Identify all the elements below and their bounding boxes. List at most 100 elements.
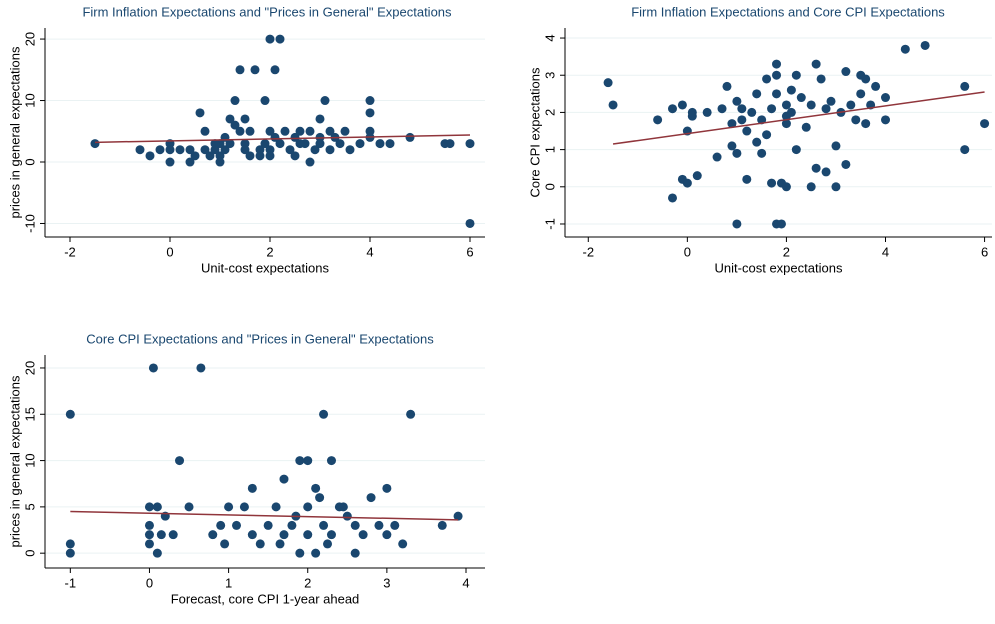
scatter-point [762,130,772,140]
scatter-point [135,145,145,155]
y-tick-label: 15 [22,407,37,421]
scatter-point [702,107,712,117]
scatter-point [667,193,677,203]
scatter-point [772,89,782,99]
scatter-point [465,218,475,228]
scatter-point [831,182,841,192]
scatter-point [145,151,155,161]
scatter-point [250,65,260,75]
scatter-point [608,100,618,110]
scatter-point [320,96,330,106]
scatter-point [342,511,352,521]
scatter-point [382,483,392,493]
scatter-point [355,139,365,149]
x-tick-label: -2 [583,244,595,259]
chart-title: Firm Inflation Expectations and Core CPI… [631,4,945,19]
scatter-point [279,530,289,540]
scatter-point [196,363,206,373]
y-tick-label: 20 [22,361,37,375]
scatter-point [185,157,195,167]
scatter-point [821,104,831,114]
scatter-point [603,78,613,88]
y-tick-label: 10 [22,453,37,467]
scatter-point [195,108,205,118]
scatter-point [232,520,242,530]
scatter-point [786,107,796,117]
scatter-point [245,151,255,161]
scatter-point [152,548,162,558]
scatter-point [747,107,757,117]
scatter-point [185,145,195,155]
fit-line [612,91,985,145]
x-tick-label: 6 [466,244,473,259]
scatter-point [275,539,285,549]
scatter-point [285,145,295,155]
scatter-point [325,145,335,155]
scatter-point [175,145,185,155]
x-axis-label: Forecast, core CPI 1-year ahead [171,591,360,606]
scatter-point [315,139,325,149]
scatter-point [350,548,360,558]
scatter-point [311,483,321,493]
fit-line [94,134,471,144]
y-axis-label: prices in general expectations [7,46,22,218]
scatter-point [144,502,154,512]
y-axis-label: prices in general expectations [7,375,22,547]
scatter-point [345,145,355,155]
scatter-point [737,115,747,125]
scatter-point [315,114,325,124]
x-tick-label: 1 [225,575,232,590]
scatter-point [781,119,791,129]
scatter-point [200,126,210,136]
scatter-point [806,100,816,110]
scatter-point [190,151,200,161]
scatter-point [271,502,281,512]
scatter-point [165,145,175,155]
scatter-point [65,539,75,549]
scatter-point [240,114,250,124]
scatter-point [224,502,234,512]
scatter-point [366,493,376,503]
scatter-point [315,493,325,503]
y-tick-label: 1 [542,146,557,153]
scatter-point [263,520,273,530]
scatter-point [727,141,737,151]
scatter-point [319,409,329,419]
scatter-point [682,178,692,188]
scatter-point [920,40,930,50]
scatter-point [155,145,165,155]
scatter-point [781,100,791,110]
x-tick-label: 0 [146,575,153,590]
scatter-point [406,409,416,419]
scatter-point [742,174,752,184]
scatter-point [791,145,801,155]
scatter-point [65,409,75,419]
scatter-point [260,96,270,106]
scatter-point [255,151,265,161]
scatter-point [727,119,737,129]
scatter-point [365,108,375,118]
scatter-point [717,104,727,114]
scatter-point [786,85,796,95]
scatter-point [856,89,866,99]
scatter-point [340,126,350,136]
scatter-point [326,456,336,466]
scatter-point [90,139,100,149]
scatter-point [722,81,732,91]
scatter-point [880,115,890,125]
scatter-point [811,163,821,173]
y-tick-label: 4 [542,34,557,41]
scatter-point [437,520,447,530]
y-tick-label: -10 [22,214,37,233]
x-tick-label: -2 [64,244,76,259]
scatter-point [275,139,285,149]
scatter-point [303,456,313,466]
scatter-point [205,151,215,161]
scatter-point [144,530,154,540]
scatter-point [390,520,400,530]
scatter-point [305,157,315,167]
scatter-point [762,74,772,84]
scatter-point [280,126,290,136]
scatter-point [255,539,265,549]
scatter-point [980,119,990,129]
